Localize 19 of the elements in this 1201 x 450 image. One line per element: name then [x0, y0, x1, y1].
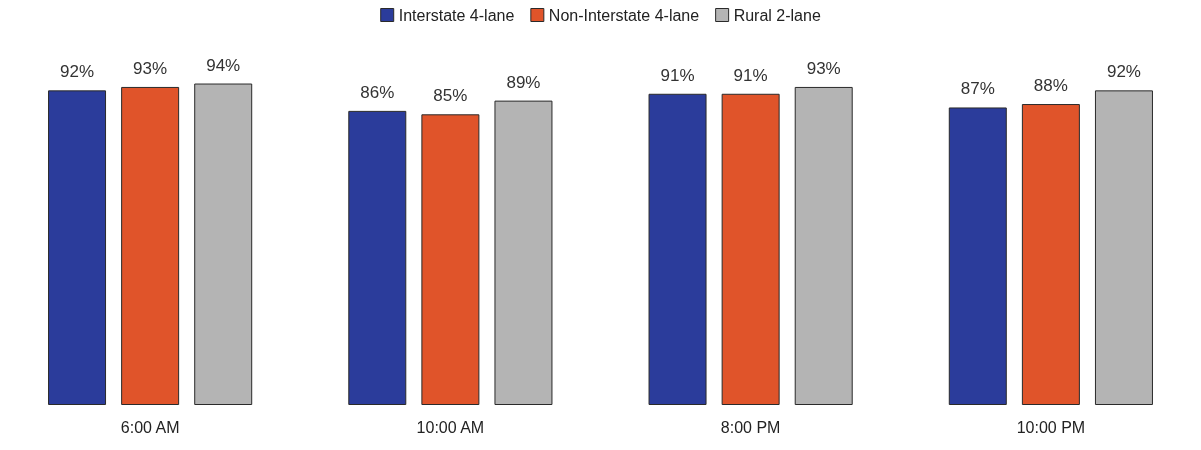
data-label: 92%	[1106, 62, 1141, 82]
data-label: 91%	[733, 65, 768, 85]
legend-label: Rural 2-lane	[733, 6, 821, 24]
data-label: 93%	[133, 58, 168, 78]
data-label: 92%	[60, 62, 95, 82]
data-label: 88%	[1033, 76, 1068, 96]
data-label: 86%	[360, 82, 395, 102]
legend-label: Non-Interstate 4-lane	[548, 6, 700, 24]
x-tick-label: 8:00 PM	[720, 418, 781, 436]
data-label: 87%	[960, 79, 995, 99]
data-label: 93%	[806, 58, 841, 78]
x-tick-label: 10:00 PM	[1016, 418, 1086, 436]
data-label: 91%	[660, 65, 695, 85]
legend-label: Interstate 4-lane	[398, 6, 515, 24]
data-label: 85%	[433, 86, 468, 106]
data-label: 89%	[506, 72, 541, 92]
x-tick-label: 10:00 AM	[416, 418, 485, 436]
x-tick-label: 6:00 AM	[120, 418, 180, 436]
data-label: 94%	[206, 55, 241, 75]
